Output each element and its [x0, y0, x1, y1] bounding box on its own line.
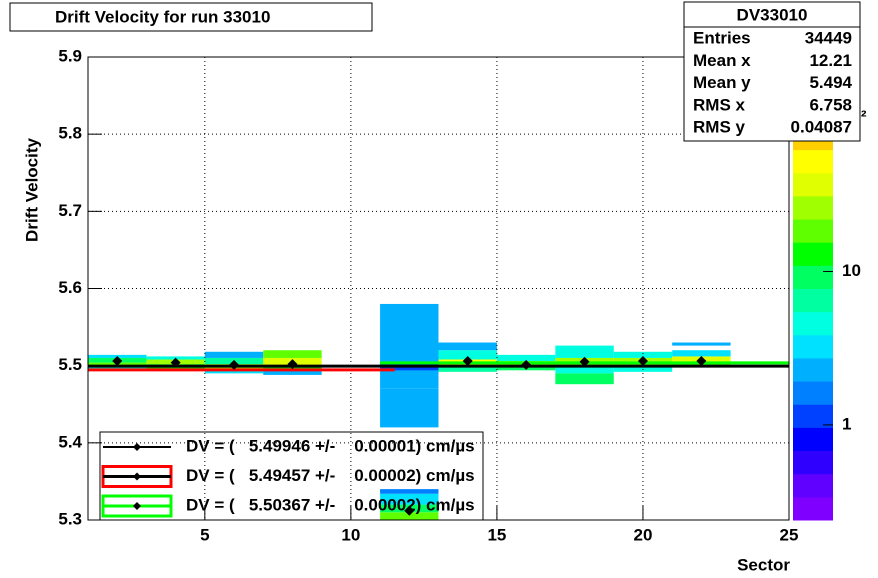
palette-swatch: [793, 334, 833, 359]
stats-label: Entries: [693, 28, 751, 47]
palette-swatch: [793, 450, 833, 475]
data-point: [462, 356, 473, 367]
palette-swatch: [793, 496, 833, 521]
data-point: [287, 359, 298, 370]
y-tick-label: 5.7: [58, 201, 82, 220]
x-axis-label: Sector: [737, 555, 790, 574]
chart-title: Drift Velocity for run 33010: [55, 7, 270, 26]
palette-swatch: [793, 381, 833, 405]
y-axis-label: Drift Velocity: [22, 137, 41, 241]
stats-label: Mean y: [693, 73, 751, 92]
stats-frame: [683, 1, 861, 142]
data-point: [229, 359, 240, 370]
data-point: [637, 356, 648, 367]
stats-title: DV33010: [737, 5, 808, 24]
hist-cell: [438, 342, 497, 351]
hist-cell: [263, 370, 322, 375]
x-tick-label: 10: [341, 525, 360, 544]
data-point: [696, 356, 707, 367]
hist-cell: [380, 489, 439, 494]
hist-cell: [555, 365, 614, 374]
hist-cell: [496, 354, 556, 362]
palette-swatch: [793, 242, 833, 266]
legend-label: DV = ( 5.49946 +/- 0.00001) cm/µs: [186, 436, 475, 455]
y-tick-label: 5.4: [58, 432, 82, 451]
legend-label: DV = ( 5.50367 +/- 0.00002) cm/µs: [186, 495, 475, 514]
hist-cell: [438, 350, 497, 360]
hist-cell: [380, 512, 439, 520]
hist-cell: [555, 373, 614, 385]
hist-cell: [438, 365, 497, 372]
palette-swatch: [793, 172, 833, 197]
data-point: [579, 356, 590, 367]
legend-box: [99, 431, 484, 521]
x-tick-label: 20: [633, 525, 652, 544]
y-tick-label: 5.9: [58, 46, 82, 65]
y-tick-label: 5.3: [58, 509, 82, 528]
palette-swatch: [793, 288, 833, 313]
hist-cell: [380, 303, 439, 389]
hist-cell: [555, 345, 614, 358]
stats-value: 5.494: [809, 73, 852, 92]
data-point: [170, 357, 181, 368]
data-point: [404, 505, 415, 516]
palette-swatch: [793, 473, 833, 498]
data-point: [521, 359, 532, 370]
hist-cell: [672, 342, 731, 346]
y-tick-label: 5.5: [58, 355, 82, 374]
palette-swatch: [793, 149, 833, 174]
palette-swatch: [793, 404, 833, 428]
palette-swatch: [793, 357, 833, 382]
x-tick-label: 25: [780, 525, 799, 544]
legend-marker: [133, 472, 141, 481]
hist-cell: [380, 493, 439, 505]
stats-label: RMS y: [693, 118, 746, 137]
data-point: [112, 356, 123, 367]
stats-value: 0.04087: [791, 118, 852, 137]
palette-swatch: [793, 195, 833, 220]
stats-label: RMS x: [693, 95, 746, 114]
y-tick-label: 5.6: [58, 278, 82, 297]
stats-box: DV33010 Entries 34449 Mean x 12.21 Mean y 5.49…: [683, 1, 861, 142]
hist-cell: [263, 350, 322, 358]
stats-label: Mean x: [693, 51, 751, 70]
stats-value: 6.758: [809, 95, 852, 114]
title-box: [9, 2, 373, 32]
palette-swatch: [793, 427, 833, 452]
legend-label: DV = ( 5.49457 +/- 0.00002) cm/µs: [186, 466, 475, 485]
stats-value: 34449: [805, 28, 852, 47]
hist-cell: [613, 365, 673, 372]
z-tick-label: 1: [842, 414, 851, 433]
palette-swatch: [793, 311, 833, 336]
x-tick-label: 15: [487, 525, 506, 544]
y-tick-label: 5.8: [58, 124, 82, 143]
legend-marker: [133, 443, 141, 451]
x-tick-label: 5: [200, 525, 209, 544]
palette-swatch: [793, 265, 833, 289]
hist-cell: [613, 351, 673, 358]
hist-cell: [380, 388, 439, 428]
palette-swatch: [793, 219, 833, 243]
z-tick-label: 10: [842, 261, 861, 280]
hist-cell: [204, 351, 264, 358]
hist-cell: [672, 350, 731, 357]
stats-value: 12.21: [809, 51, 852, 70]
legend-marker: [133, 502, 141, 510]
